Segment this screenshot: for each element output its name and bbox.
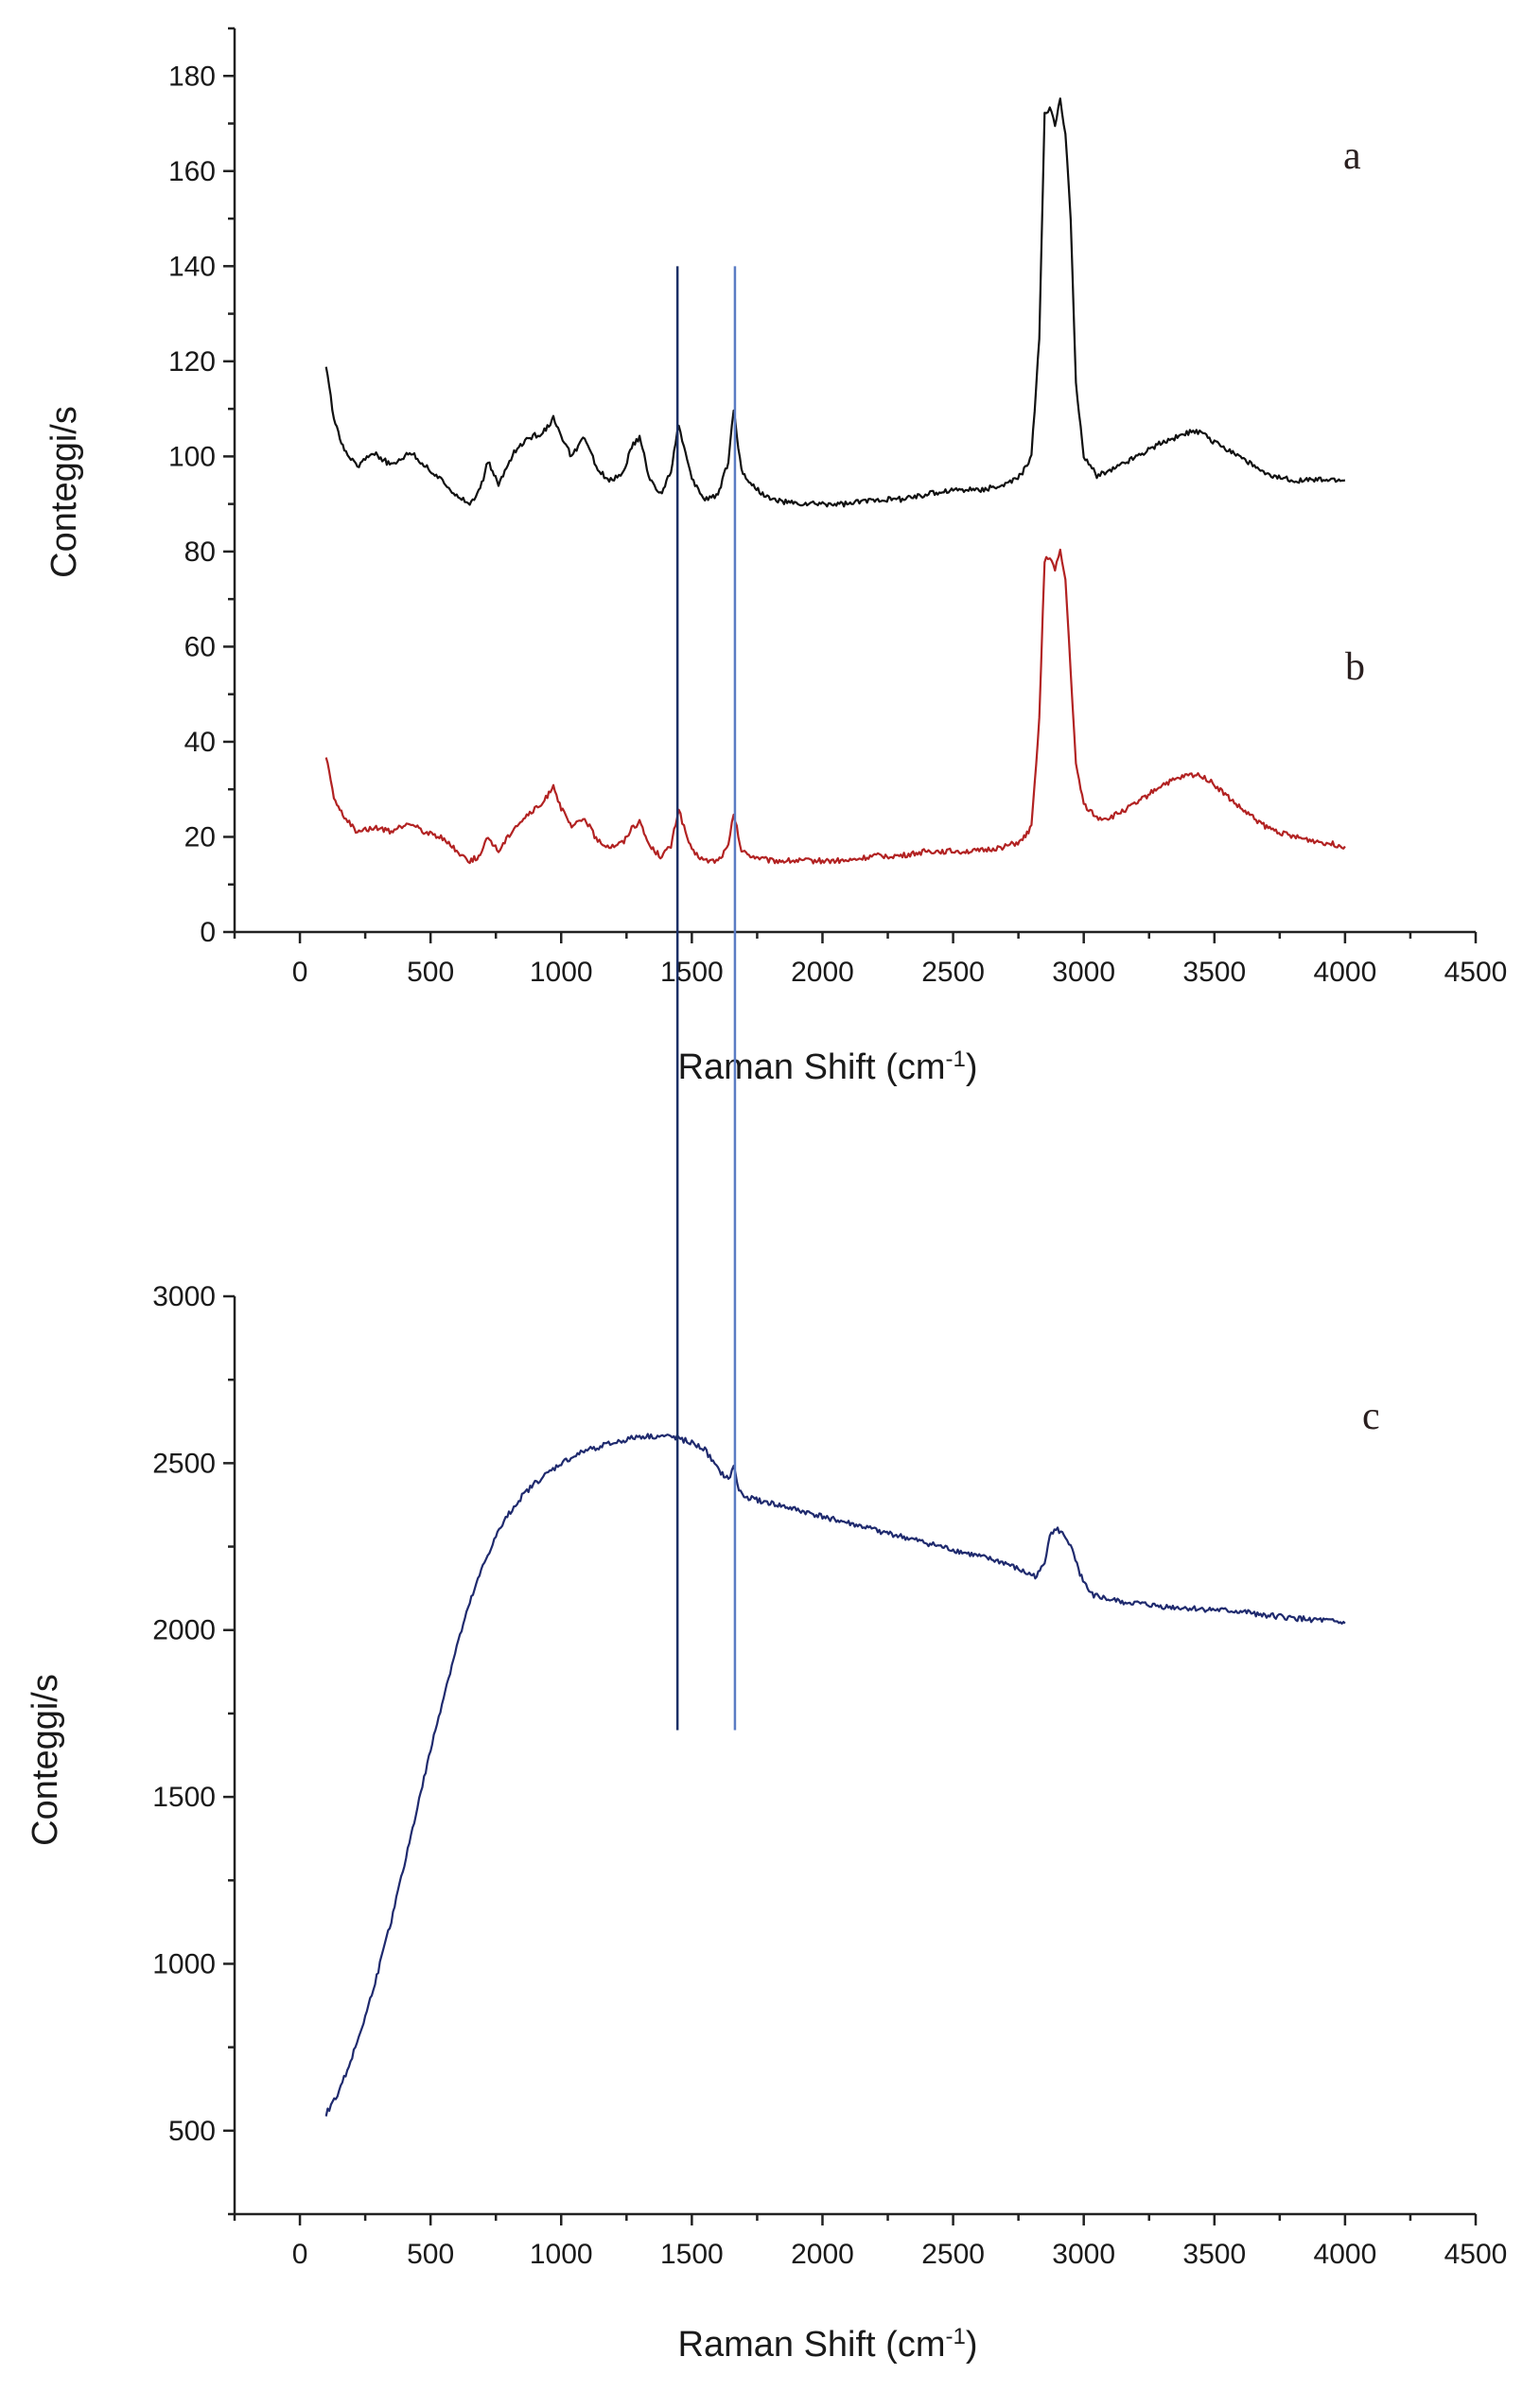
- top-y-tick-label: 180: [168, 61, 216, 92]
- bottom-x-tick-label: 0: [292, 2239, 308, 2270]
- top-y-tick-label: 40: [184, 727, 216, 758]
- top-y-axis-title: Conteggi/s: [44, 406, 84, 578]
- top-x-tick-label: 3000: [1052, 957, 1115, 988]
- bottom-y-tick-label: 500: [168, 2116, 216, 2147]
- series-a-line: [324, 97, 1346, 508]
- bottom-x-tick-label: 1000: [530, 2239, 593, 2270]
- bottom-y-tick-label: 1000: [152, 1948, 216, 1979]
- top-x-axis-title: Raman Shift (cm-1): [678, 1046, 978, 1088]
- series-c-label: c: [1362, 1395, 1380, 1438]
- reference-lines: [675, 266, 737, 1731]
- top-x-tick-label: 1500: [660, 957, 724, 988]
- top-y-tick-label: 100: [168, 441, 216, 472]
- bottom-x-tick-label: 1500: [660, 2239, 724, 2270]
- series-a-label: a: [1343, 134, 1361, 178]
- bottom-x-tick-label: 3500: [1182, 2239, 1246, 2270]
- top-x-tick-label: 1000: [530, 957, 593, 988]
- top-x-tick-label: 500: [407, 957, 454, 988]
- top-x-tick-label: 0: [292, 957, 308, 988]
- top-x-tick-label: 4000: [1314, 957, 1377, 988]
- bottom-panel: Conteggi/s Raman Shift (cm-1) c 0 500 1000…: [26, 1281, 1507, 2365]
- bottom-y-tick-label: 2500: [152, 1448, 216, 1479]
- top-x-tick-label: 2000: [791, 957, 854, 988]
- bottom-y-tick-label: 1500: [152, 1782, 216, 1813]
- series-c-line: [324, 1433, 1346, 2117]
- bottom-x-tick-label: 3000: [1052, 2239, 1115, 2270]
- top-y-tick-label: 20: [184, 821, 216, 853]
- top-panel: Conteggi/s Raman Shift (cm-1) a b 0 500 10…: [44, 26, 1508, 1088]
- top-y-tick-label: 160: [168, 156, 216, 187]
- top-y-tick-label: 80: [184, 536, 216, 568]
- series-b-label: b: [1345, 645, 1365, 689]
- bottom-x-tick-label: 2000: [791, 2239, 854, 2270]
- bottom-x-tick-label: 500: [407, 2239, 454, 2270]
- bottom-y-tick-label: 2000: [152, 1615, 216, 1646]
- top-y-tick-label: 0: [200, 917, 216, 948]
- bottom-y-tick-label: 3000: [152, 1281, 216, 1312]
- bottom-x-tick-label: 4500: [1444, 2239, 1508, 2270]
- top-x-tick-label: 3500: [1182, 957, 1246, 988]
- bottom-x-tick-label: 4000: [1314, 2239, 1377, 2270]
- top-y-tick-label: 140: [168, 251, 216, 282]
- bottom-x-axis-title: Raman Shift (cm-1): [678, 2324, 978, 2366]
- top-y-tick-label: 120: [168, 346, 216, 378]
- bottom-y-axis-title: Conteggi/s: [26, 1674, 65, 1846]
- series-b-line: [324, 548, 1346, 865]
- bottom-x-tick-label: 2500: [921, 2239, 985, 2270]
- top-y-tick-label: 60: [184, 631, 216, 662]
- top-x-tick-label: 4500: [1444, 957, 1508, 988]
- top-x-tick-label: 2500: [921, 957, 985, 988]
